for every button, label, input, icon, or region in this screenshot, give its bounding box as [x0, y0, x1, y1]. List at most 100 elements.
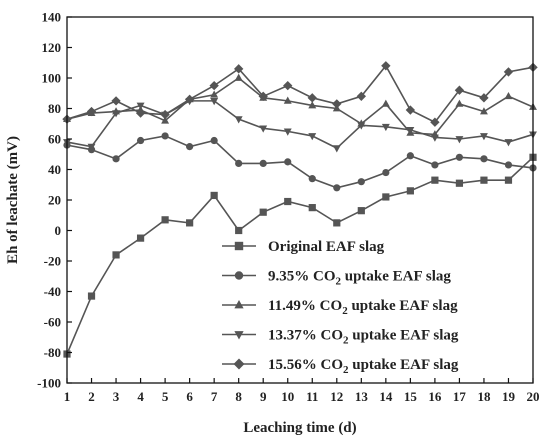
data-point: [160, 109, 170, 120]
legend-item-3: 11.49% CO2 uptake EAF slag: [222, 298, 458, 317]
x-tick-label: 20: [527, 389, 540, 404]
series-5: [62, 61, 538, 127]
data-point: [161, 132, 169, 140]
data-point: [283, 128, 292, 136]
data-point: [87, 143, 96, 151]
data-point: [136, 136, 145, 145]
data-point: [357, 207, 365, 215]
data-point: [333, 219, 341, 227]
legend-label: 11.49% CO2 uptake EAF slag: [268, 298, 458, 317]
x-tick-label: 5: [162, 389, 169, 404]
data-point: [308, 204, 316, 212]
legend-marker: [234, 299, 244, 309]
legend: Original EAF slag 9.35% CO2 uptake EAF sl…: [222, 239, 459, 376]
data-point: [504, 91, 513, 100]
data-point: [210, 90, 219, 98]
data-point: [235, 159, 243, 167]
series-line: [66, 77, 534, 136]
x-tick-label: 12: [330, 389, 343, 404]
legend-marker: [234, 241, 244, 251]
data-point: [406, 152, 414, 160]
x-tick-label: 2: [88, 389, 95, 404]
data-point: [284, 158, 292, 166]
legend-item-4: 13.37% CO2 uptake EAF slag: [222, 328, 459, 347]
y-tick-label: -60: [44, 315, 61, 330]
data-point: [480, 155, 488, 163]
x-tick-label: 19: [502, 389, 516, 404]
data-point: [454, 85, 465, 95]
legend-item-5: 15.56% CO2 uptake EAF slag: [222, 357, 459, 376]
data-point: [308, 175, 316, 183]
data-point: [504, 161, 513, 169]
legend-label: 13.37% CO2 uptake EAF slag: [268, 328, 459, 347]
data-point: [209, 80, 219, 91]
x-axis-title: Leaching time (d): [243, 420, 356, 436]
legend-item-2: 9.35% CO2 uptake EAF slag: [222, 269, 451, 288]
x-tick-label: 15: [404, 389, 418, 404]
data-point: [332, 145, 341, 153]
x-tick-label: 13: [355, 389, 369, 404]
x-tick-label: 10: [281, 389, 294, 404]
data-point: [406, 126, 415, 135]
data-point: [284, 197, 292, 206]
data-point: [504, 139, 513, 147]
data-point: [332, 99, 342, 109]
x-tick-label: 16: [428, 389, 442, 404]
data-point: [234, 64, 244, 74]
data-point: [258, 91, 268, 101]
data-point: [184, 94, 195, 105]
x-tick-label: 1: [64, 389, 71, 404]
data-point: [234, 73, 243, 81]
series-2: [63, 132, 537, 192]
data-point: [382, 168, 390, 177]
series-3: [63, 73, 537, 138]
data-point: [135, 108, 146, 118]
legend-marker: [234, 271, 244, 280]
y-tick-label: -80: [44, 345, 61, 360]
x-tick-label: 9: [260, 389, 267, 404]
x-tick-label: 7: [211, 389, 218, 404]
data-point: [480, 176, 488, 184]
data-point: [86, 106, 97, 117]
y-tick-label: 60: [48, 132, 61, 147]
y-tick-label: 40: [48, 162, 61, 177]
y-tick-label: 20: [48, 193, 61, 208]
data-point: [381, 123, 390, 132]
data-point: [210, 136, 218, 145]
data-point: [382, 193, 390, 201]
data-point: [430, 117, 440, 127]
data-point: [356, 91, 366, 101]
x-tick-label: 8: [235, 389, 242, 404]
y-tick-label: 140: [42, 10, 62, 25]
y-tick-label: 100: [42, 71, 62, 86]
data-point: [431, 176, 439, 184]
series-line: [66, 135, 534, 189]
data-point: [161, 216, 169, 224]
x-tick-label: 11: [306, 389, 318, 404]
data-point: [455, 179, 464, 187]
x-tick-label: 17: [453, 389, 467, 404]
legend-item-1: Original EAF slag: [222, 239, 385, 255]
data-point: [112, 110, 121, 118]
data-point: [455, 136, 464, 144]
y-tick-label: 0: [55, 223, 62, 238]
data-point: [210, 191, 218, 200]
data-point: [307, 93, 317, 103]
data-point: [308, 101, 317, 109]
data-point: [479, 133, 488, 141]
data-point: [161, 116, 170, 124]
data-point: [111, 96, 121, 106]
data-point: [186, 219, 194, 227]
data-point: [503, 67, 514, 77]
data-point: [186, 143, 194, 151]
y-axis-title: Eh of leachate (mV): [5, 136, 21, 264]
data-point: [357, 178, 365, 186]
series-line: [66, 100, 534, 150]
series-line: [66, 156, 534, 355]
data-point: [283, 96, 292, 104]
data-point: [308, 133, 317, 141]
data-point: [210, 97, 219, 106]
data-point: [405, 105, 416, 115]
y-tick-label: 80: [48, 101, 61, 116]
